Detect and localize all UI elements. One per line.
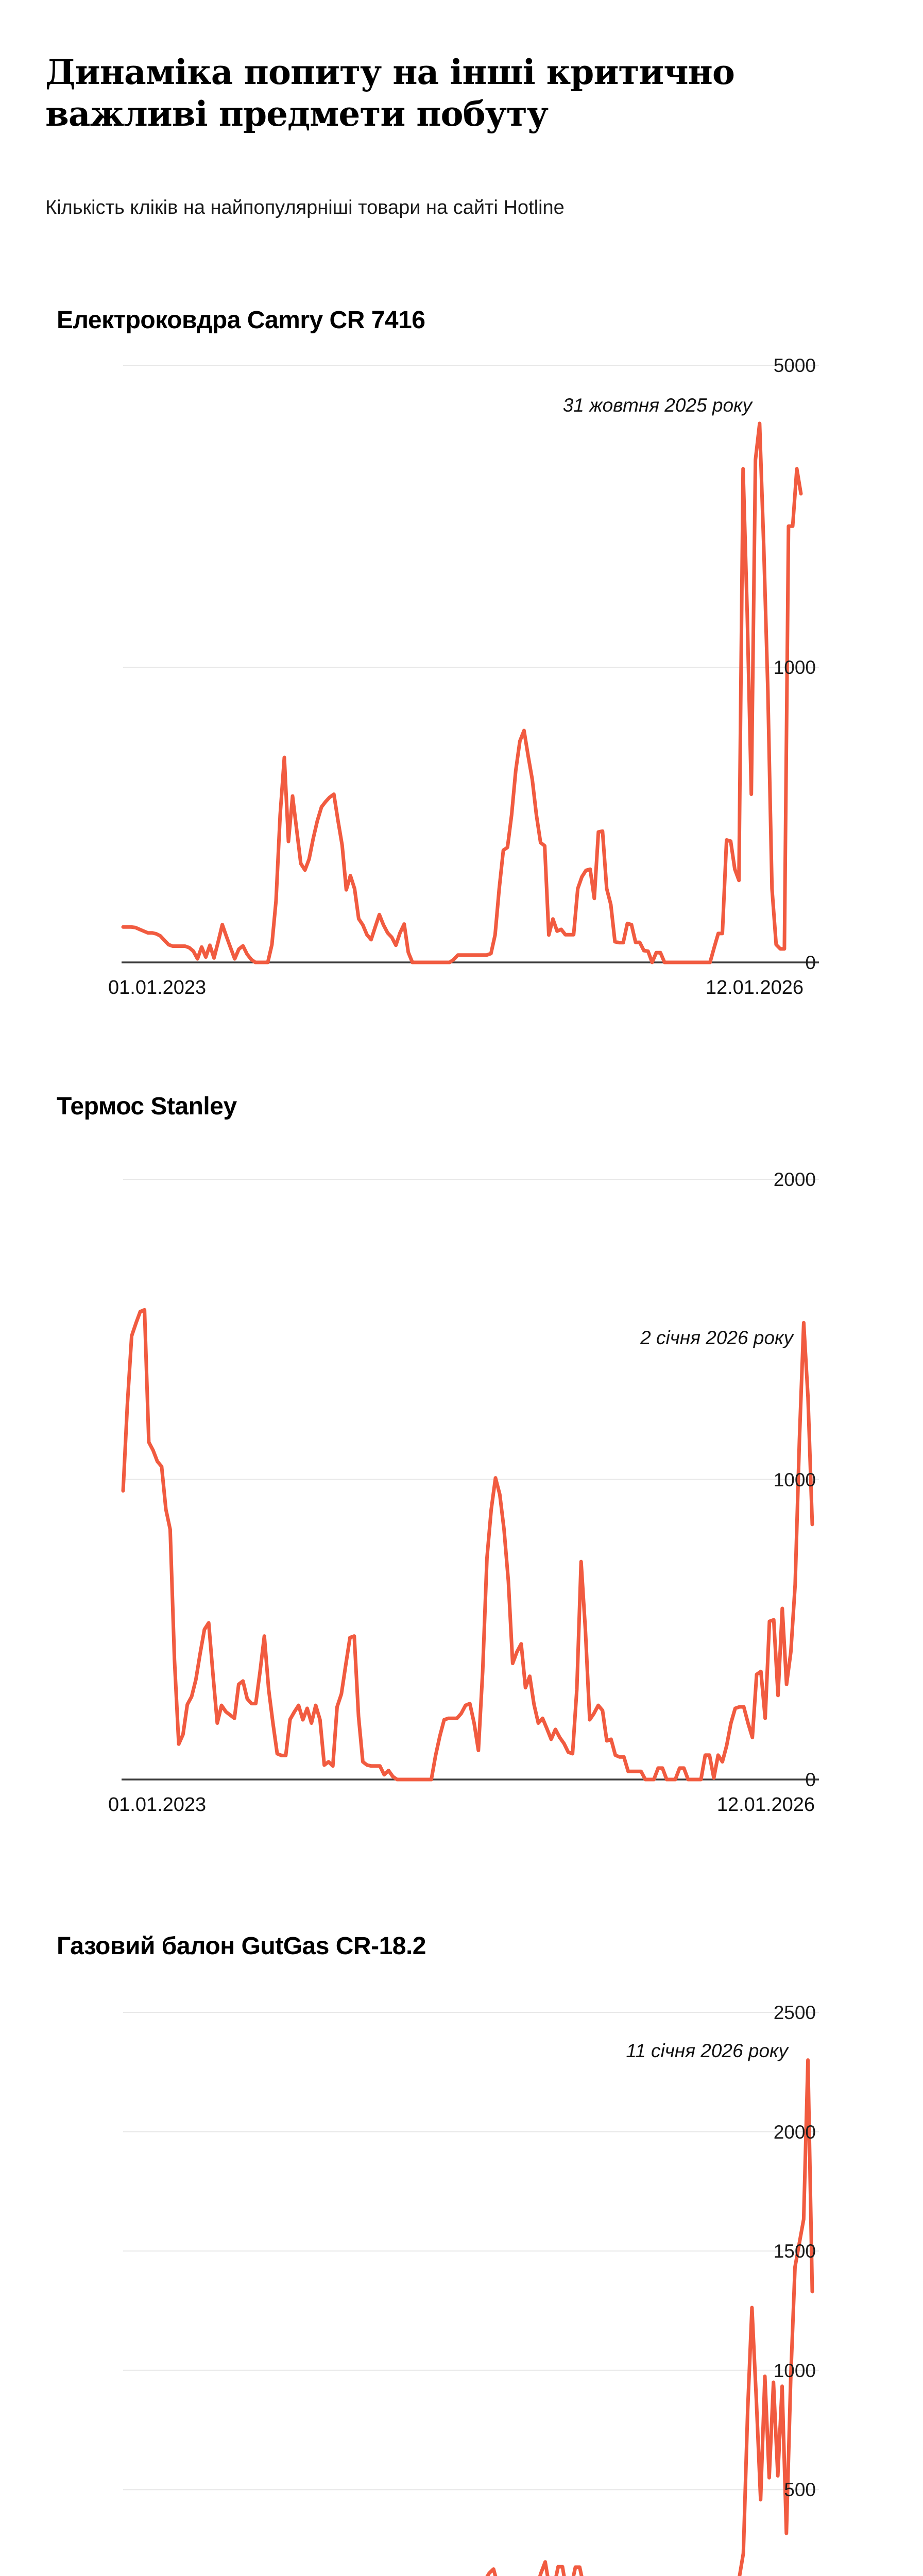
y-tick-label: 2500: [773, 2002, 816, 2023]
x-axis-label-end: 12.01.2026: [716, 1794, 815, 1816]
y-tick-label: 0: [805, 1769, 816, 1790]
y-tick-label: 2000: [773, 1169, 816, 1190]
y-tick-label: 2000: [773, 2122, 816, 2143]
page-title: Динаміка попиту на інші критично важливі…: [45, 52, 735, 134]
chart-title-camry: Електроковдра Camry CR 7416: [57, 307, 425, 334]
y-tick-label: 1000: [773, 2360, 816, 2381]
y-tick-label: 1000: [773, 657, 816, 678]
y-tick-label: 1000: [773, 1469, 816, 1490]
chart-annotation-gutgas: 11 січня 2026 року: [626, 2040, 788, 2061]
y-tick-label: 0: [805, 952, 816, 973]
x-axis-label-end: 12.01.2026: [705, 977, 804, 998]
chart-annotation-stanley: 2 січня 2026 року: [640, 1327, 793, 1348]
x-axis-label-start: 01.01.2023: [108, 1794, 207, 1816]
x-axis-label-start: 01.01.2023: [108, 977, 207, 998]
page-title-line1: Динаміка попиту на інші критично: [45, 52, 735, 92]
chart-title-gutgas: Газовий балон GutGas CR-18.2: [57, 1933, 426, 1960]
page-title-line2: важливі предмети побуту: [45, 93, 549, 134]
page-subtitle: Кількість кліків на найпопулярніші товар…: [45, 197, 565, 218]
chart-title-stanley: Термос Stanley: [57, 1093, 237, 1120]
y-tick-label: 1500: [773, 2241, 816, 2262]
y-tick-label: 5000: [773, 355, 816, 376]
y-tick-label: 500: [784, 2479, 816, 2500]
chart-annotation-camry: 31 жовтня 2025 року: [562, 395, 752, 416]
